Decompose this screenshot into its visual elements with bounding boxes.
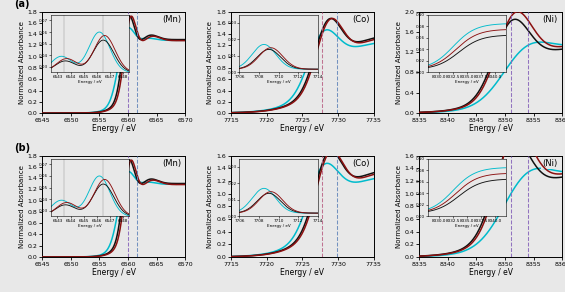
Text: (Co): (Co) — [352, 159, 370, 168]
X-axis label: Energy / eV: Energy / eV — [469, 268, 513, 277]
Y-axis label: Normalized Absorbance: Normalized Absorbance — [207, 21, 214, 104]
Y-axis label: Normalized Absorbance: Normalized Absorbance — [207, 165, 214, 248]
X-axis label: Energy / eV: Energy / eV — [280, 268, 324, 277]
Text: (Ni): (Ni) — [542, 15, 558, 24]
Text: (Mn): (Mn) — [162, 15, 181, 24]
X-axis label: Energy / eV: Energy / eV — [280, 124, 324, 133]
Y-axis label: Normalized Absorbance: Normalized Absorbance — [19, 165, 25, 248]
Text: (a): (a) — [14, 0, 29, 9]
X-axis label: Energy / eV: Energy / eV — [469, 124, 513, 133]
X-axis label: Energy / eV: Energy / eV — [92, 124, 136, 133]
Text: (Ni): (Ni) — [542, 159, 558, 168]
Y-axis label: Normalized Absorbance: Normalized Absorbance — [19, 21, 25, 104]
X-axis label: Energy / eV: Energy / eV — [92, 268, 136, 277]
Text: (b): (b) — [14, 142, 30, 152]
Text: (Mn): (Mn) — [162, 159, 181, 168]
Y-axis label: Normalized Absorbance: Normalized Absorbance — [396, 165, 402, 248]
Y-axis label: Normalized Absorbance: Normalized Absorbance — [396, 21, 402, 104]
Text: (Co): (Co) — [352, 15, 370, 24]
